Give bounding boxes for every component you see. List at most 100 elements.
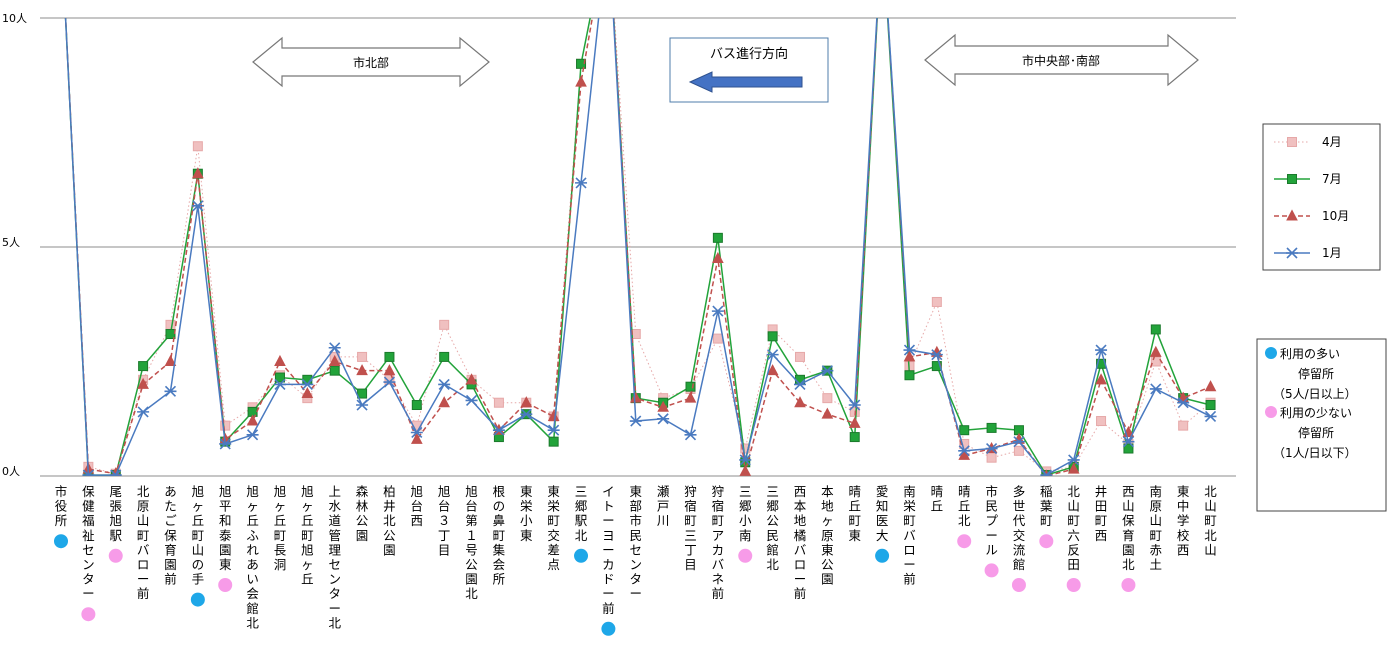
stop-legend-pink-line2: 停留所	[1298, 425, 1334, 440]
data-point	[301, 378, 314, 390]
data-point	[109, 469, 122, 476]
pink-dot-icon	[738, 548, 753, 563]
data-point	[1150, 356, 1161, 367]
pink-dot-icon	[218, 578, 233, 592]
pink-dot-icon	[1066, 578, 1081, 592]
data-point	[739, 464, 752, 476]
data-point	[1149, 383, 1162, 395]
data-point	[82, 469, 95, 476]
data-point	[1122, 436, 1135, 448]
pink-dot-icon	[1039, 534, 1054, 549]
data-point	[657, 400, 669, 412]
legend-item: 4月	[1274, 135, 1342, 149]
x-tick-label: 上水道管理センター北	[328, 484, 341, 630]
x-tick-label: 稲葉町	[1040, 484, 1053, 528]
x-tick-label: イトーヨーカドー前	[602, 484, 615, 616]
x-tick-label: 旭ヶ丘町山の手	[192, 484, 205, 587]
data-point	[629, 391, 642, 403]
data-point	[575, 75, 587, 87]
blue-dot-icon	[54, 534, 68, 549]
stop-legend-pink-line1: 利用の少ない	[1280, 406, 1352, 420]
stop-legend-blue-line2: 停留所	[1298, 366, 1334, 381]
data-point	[931, 296, 942, 307]
legend-label: 10月	[1322, 209, 1349, 223]
data-point	[986, 452, 997, 463]
x-tick-label: 旭平和泰園東	[219, 484, 232, 572]
data-point	[439, 351, 450, 362]
data-point	[356, 399, 369, 411]
blue-dot-icon	[190, 592, 205, 607]
x-tick-label: 南原山町赤土	[1150, 484, 1163, 572]
x-tick-label: 南栄町バロー前	[903, 484, 916, 587]
data-point	[712, 251, 724, 263]
pink-dot-icon	[1265, 406, 1277, 418]
data-point	[1123, 443, 1134, 454]
data-point	[383, 364, 396, 376]
data-point	[766, 364, 779, 376]
data-point	[357, 388, 368, 399]
x-tick-label: 東中学校西	[1177, 484, 1190, 557]
x-tick-label: 北原山町バロー前	[137, 484, 150, 601]
data-point	[712, 232, 723, 243]
data-point	[164, 354, 177, 366]
data-point	[1095, 373, 1107, 385]
data-point	[1013, 445, 1024, 456]
stop-legend-blue-line1: 利用の多い	[1280, 347, 1340, 361]
bus-direction-box: バス進行方向	[669, 37, 829, 103]
x-tick-label: 旭ヶ丘ふれあい会館北	[246, 484, 259, 630]
data-point	[329, 365, 340, 376]
data-point	[356, 364, 368, 376]
north-region-arrow: 市北部	[252, 36, 490, 88]
x-tick-label: あたご保育園前	[164, 484, 177, 587]
blue-dot-icon	[1265, 347, 1277, 359]
x-tick-label: 旭台３丁目	[438, 484, 451, 557]
data-point	[794, 396, 806, 408]
legend-label: 1月	[1322, 246, 1342, 260]
data-point	[629, 415, 642, 427]
data-point	[904, 370, 915, 381]
legend-item: 7月	[1274, 172, 1342, 186]
data-point	[822, 393, 833, 404]
south-region-label: 市中央部･南部	[1022, 53, 1100, 68]
data-point	[986, 422, 997, 433]
data-point	[493, 397, 504, 408]
grid-lines	[40, 17, 1236, 477]
data-point	[821, 365, 834, 377]
x-tick-label: 多世代交流館	[1013, 484, 1026, 572]
blue-dot-icon	[601, 621, 616, 636]
data-point	[273, 378, 286, 390]
data-point	[137, 406, 150, 418]
data-point	[711, 305, 724, 317]
data-point	[520, 396, 533, 408]
x-tick-label: 市役所	[55, 484, 68, 528]
x-tick-label: 旭台西	[411, 484, 424, 528]
x-tick-label: 晴丘	[931, 484, 944, 514]
x-tick-label: 狩宿町アカバネ前	[712, 484, 725, 601]
x-tick-label: 市民プール	[985, 484, 998, 557]
legend-label: 7月	[1322, 172, 1342, 186]
x-tick-label: 北山町北山	[1204, 484, 1217, 557]
data-point	[1286, 209, 1298, 221]
series-legend: 4月 7月 10月 1月	[1262, 123, 1381, 271]
legend-item: 10月	[1274, 209, 1349, 223]
series-1月	[64, 18, 1217, 476]
data-point	[576, 58, 587, 69]
data-point	[548, 436, 559, 447]
pink-dot-icon	[1011, 578, 1026, 592]
data-point	[1286, 247, 1298, 259]
data-point	[793, 378, 806, 390]
data-point	[684, 391, 697, 403]
data-point	[767, 331, 778, 342]
data-point	[547, 409, 560, 421]
data-point	[138, 361, 149, 372]
data-point	[684, 429, 697, 441]
data-point	[220, 420, 231, 431]
data-point	[657, 413, 670, 425]
data-point	[903, 350, 916, 362]
legend-label: 4月	[1322, 135, 1342, 149]
stop-legend: 利用の多い 停留所 （5人/日以上） 利用の少ない 停留所 （1人/日以下）	[1256, 338, 1387, 512]
x-tick-label: 旭台第１号公園北	[465, 484, 478, 601]
data-point	[848, 399, 861, 411]
left-arrow-icon	[688, 71, 803, 93]
data-point	[1067, 462, 1080, 474]
